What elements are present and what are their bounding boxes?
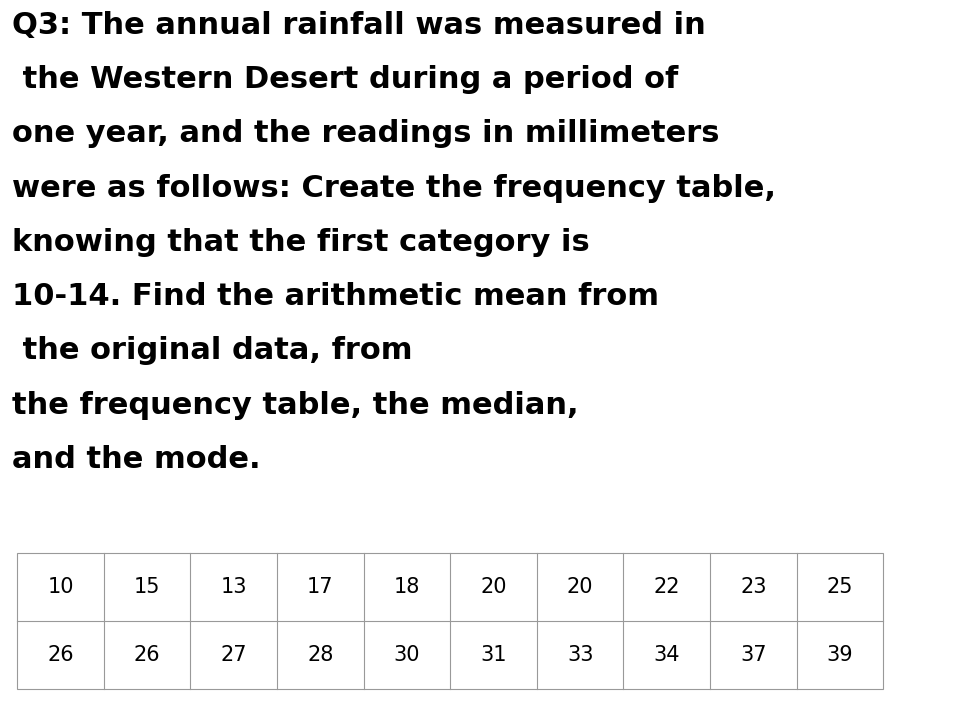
Text: 17: 17 [307, 577, 334, 598]
Text: 10-14. Find the arithmetic mean from: 10-14. Find the arithmetic mean from [12, 282, 659, 311]
Bar [17, 553, 883, 689]
Text: 20: 20 [566, 577, 593, 598]
Text: 30: 30 [394, 645, 420, 665]
Text: the original data, from: the original data, from [12, 336, 412, 366]
Text: 26: 26 [47, 645, 74, 665]
Text: Q3: The annual rainfall was measured in: Q3: The annual rainfall was measured in [12, 11, 706, 40]
Text: knowing that the first category is: knowing that the first category is [12, 228, 589, 257]
Text: 10: 10 [47, 577, 74, 598]
Text: 31: 31 [480, 645, 507, 665]
Text: 28: 28 [307, 645, 333, 665]
Text: 13: 13 [221, 577, 247, 598]
Text: 37: 37 [740, 645, 767, 665]
Text: 33: 33 [566, 645, 593, 665]
Text: were as follows: Create the frequency table,: were as follows: Create the frequency ta… [12, 174, 776, 203]
Text: 34: 34 [654, 645, 680, 665]
Text: 39: 39 [827, 645, 853, 665]
Text: and the mode.: and the mode. [12, 445, 260, 474]
Text: 20: 20 [480, 577, 507, 598]
Text: one year, and the readings in millimeters: one year, and the readings in millimeter… [12, 119, 719, 149]
Text: 18: 18 [394, 577, 420, 598]
Text: 25: 25 [827, 577, 853, 598]
Text: 27: 27 [221, 645, 247, 665]
Text: the Western Desert during a period of: the Western Desert during a period of [12, 65, 678, 94]
Text: the frequency table, the median,: the frequency table, the median, [12, 391, 578, 420]
Text: 15: 15 [133, 577, 160, 598]
Text: 26: 26 [133, 645, 160, 665]
Text: 22: 22 [654, 577, 680, 598]
Text: 23: 23 [740, 577, 767, 598]
